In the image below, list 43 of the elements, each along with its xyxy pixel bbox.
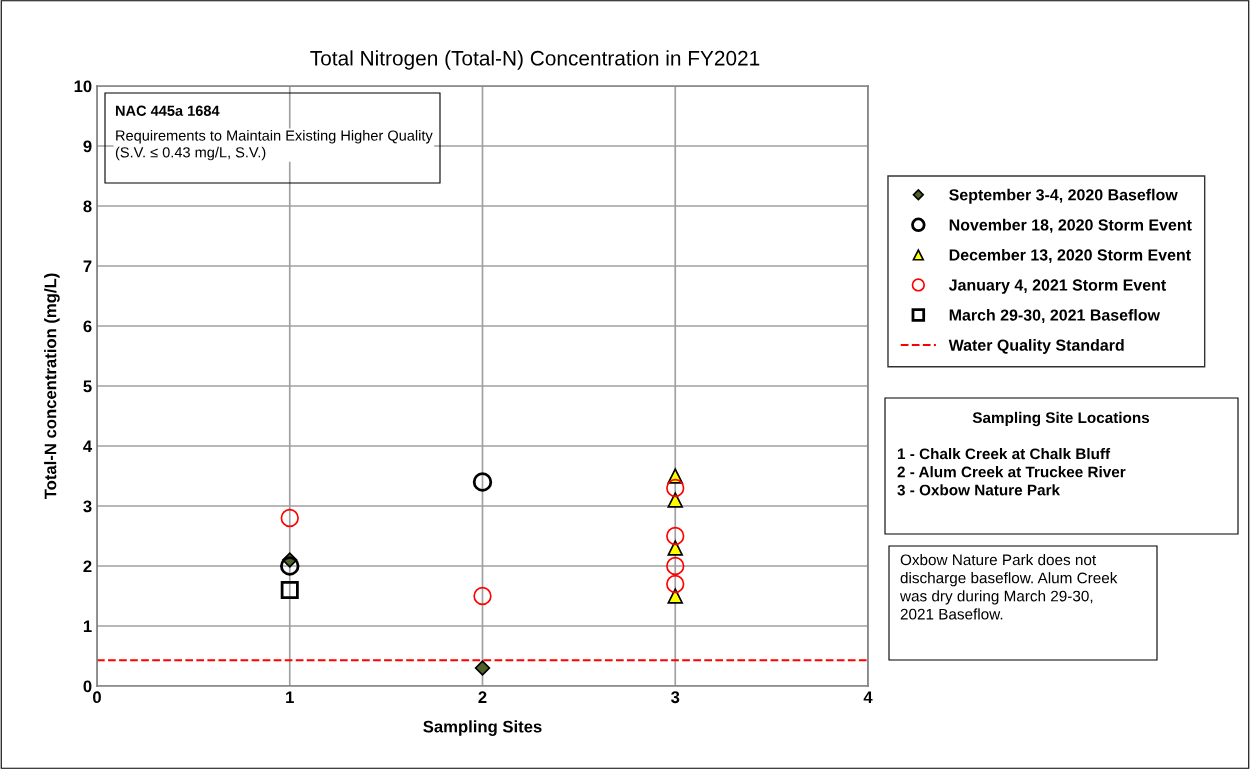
point (280, 580, 299, 600)
legend-label: March 29-30, 2021 Baseflow (949, 309, 1161, 324)
y-tick-label: 3 (83, 500, 92, 513)
y-tick-label: 7 (83, 260, 92, 273)
x-tick-label: 4 (863, 691, 873, 703)
point (667, 492, 684, 508)
legend-label: Water Quality Standard (948, 339, 1124, 354)
x-tick-label: 0 (93, 691, 101, 704)
point (280, 556, 300, 576)
legend-label: November 18, 2020 Storm Event (949, 218, 1192, 233)
legend-label: January 4, 2021 Storm Event (948, 279, 1166, 294)
y-tick-label: 9 (83, 140, 92, 153)
y-tick-label: 0 (83, 680, 92, 693)
x-tick-label: 1 (286, 691, 294, 703)
point (667, 588, 684, 604)
point (472, 472, 493, 492)
y-tick-label: 4 (83, 440, 93, 453)
x-axis-title: Sampling Sites (423, 720, 542, 736)
point (667, 540, 684, 556)
x-tick-label: 2 (478, 691, 487, 703)
legend-label: December 13, 2020 Storm Event (949, 248, 1191, 263)
point (473, 586, 492, 606)
legend-label: September 3-4, 2020 Baseflow (949, 188, 1178, 204)
text: Sampling Site Locations (972, 411, 1150, 427)
text: Oxbow Nature Park does not discharge baseflow. Alum Creek was dry during March 29-30, 2021 Baseflow. (899, 554, 1118, 620)
x-tick-label: 3 (671, 691, 680, 704)
point (474, 660, 491, 676)
annotation: NAC 445a 1684 (115, 105, 220, 116)
y-tick-label: 6 (83, 320, 92, 333)
y-axis-title: Total-N concentration (mg/L) (44, 273, 60, 500)
y-tick-label: 8 (83, 200, 92, 213)
y-tick-label: 2 (83, 560, 92, 573)
point (666, 526, 685, 546)
chart-title: Total Nitrogen (Total-N) Concentration in FY2021 (310, 50, 760, 70)
point (666, 574, 685, 594)
point (666, 478, 685, 498)
text: 1 - Chalk Creek at Chalk Bluff 2 - Alum Creek at Truckee River 3 - Oxbow Nature Park (897, 448, 1126, 496)
annotation: Requirements to Maintain Existing Higher Quality (S.V. ≤ 0.43 mg/L, S.V.) (115, 130, 433, 161)
y-tick-label: 1 (83, 620, 92, 633)
y-tick-label: 5 (83, 380, 92, 393)
y-tick-label: 10 (74, 80, 92, 93)
point (280, 508, 299, 528)
point (666, 556, 685, 576)
